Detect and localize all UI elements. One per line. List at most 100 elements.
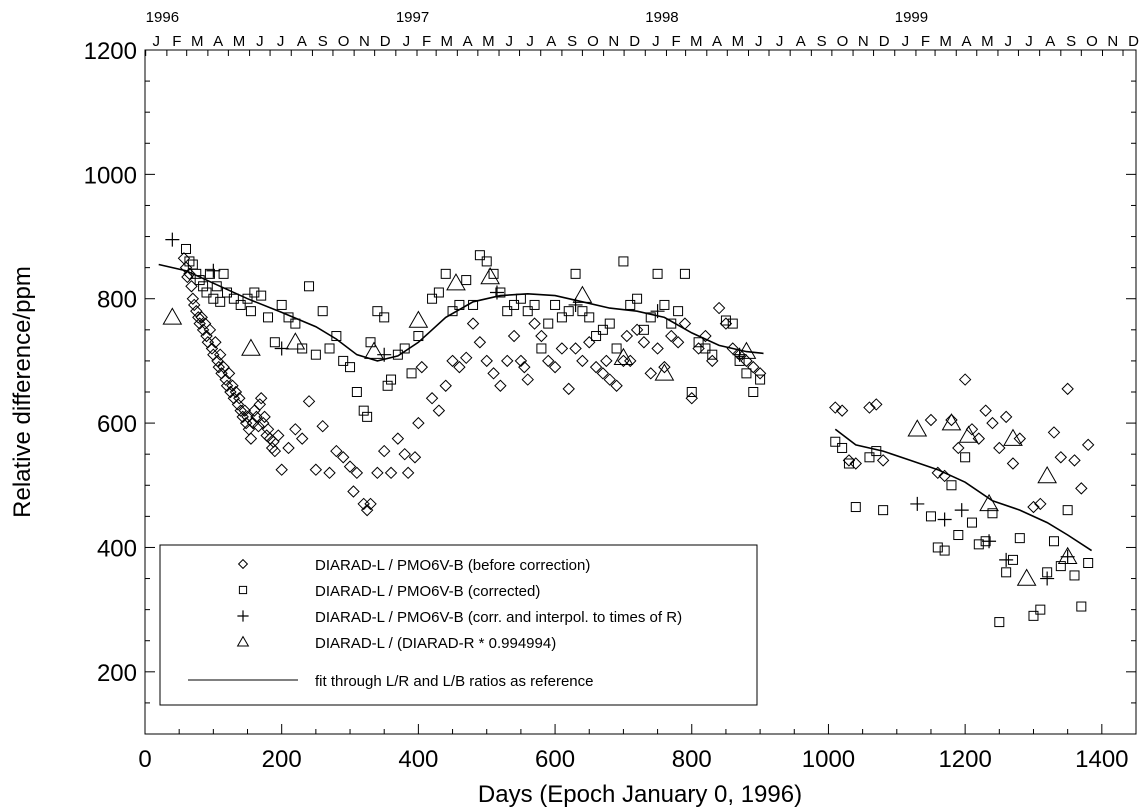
square-marker: [351, 387, 362, 397]
diamond-marker: [268, 444, 282, 458]
legend-label: fit through L/R and L/B ratios as refere…: [315, 673, 594, 690]
diamond-marker: [699, 329, 712, 343]
diamond-marker: [275, 463, 288, 476]
diamond-marker: [555, 342, 569, 355]
square-marker: [235, 299, 246, 310]
diamond-marker: [439, 379, 452, 392]
square-marker: [382, 380, 393, 391]
diamond-marker: [999, 410, 1013, 424]
square-marker: [543, 318, 554, 329]
diamond-marker: [253, 398, 267, 411]
diamond-marker: [979, 404, 992, 417]
top-year-labels: 1996 1997 1998 1999: [146, 9, 928, 26]
diamond-marker: [200, 329, 213, 343]
square-marker: [932, 542, 943, 553]
diamond-marker: [1006, 457, 1020, 470]
square-marker: [276, 299, 287, 310]
top-month-label: D: [879, 33, 890, 50]
diamond-marker: [542, 354, 555, 368]
diamond-marker: [569, 342, 582, 355]
diamond-marker: [576, 354, 589, 368]
diamond-marker: [412, 416, 425, 430]
top-month-label: A: [297, 33, 307, 50]
top-month-label: N: [608, 33, 619, 50]
top-year-label: 1996: [146, 9, 179, 26]
triangle-marker: [572, 285, 593, 303]
top-month-label: A: [213, 33, 223, 50]
square-marker: [399, 343, 410, 354]
square-marker: [850, 502, 861, 513]
diamond-marker: [600, 354, 613, 368]
diamond-marker: [295, 432, 309, 445]
triangle-marker: [654, 363, 675, 381]
square-marker: [249, 287, 260, 298]
diamond-marker: [466, 317, 480, 330]
top-month-label: F: [921, 33, 930, 50]
square-marker: [871, 446, 882, 457]
top-month-label: N: [1107, 33, 1118, 50]
plus-marker: [489, 285, 504, 300]
diamond-marker: [222, 367, 236, 380]
top-month-label: J: [526, 33, 534, 50]
plus-marker: [999, 552, 1014, 567]
diamond-marker: [692, 342, 705, 355]
square-marker: [362, 411, 373, 422]
square-marker: [652, 268, 663, 279]
top-year-label: 1999: [895, 9, 928, 26]
diamond-marker: [671, 336, 685, 349]
triangle-marker: [446, 273, 466, 291]
diamond-marker: [192, 311, 205, 324]
diamond-marker: [753, 367, 767, 380]
diamond-marker: [233, 392, 246, 405]
top-month-label: J: [153, 33, 161, 50]
diamond-marker: [849, 457, 862, 470]
triangle-marker: [613, 347, 634, 366]
diamond-marker: [323, 466, 336, 480]
diamond-marker: [1061, 382, 1074, 396]
top-month-label: M: [939, 33, 952, 50]
top-month-label: S: [318, 33, 328, 50]
diamond-marker: [1054, 451, 1068, 464]
diamond-marker: [1013, 432, 1027, 445]
axis-ticks: [144, 49, 1137, 735]
square-marker: [392, 349, 403, 360]
square-marker: [659, 299, 670, 310]
square-marker: [331, 331, 342, 342]
top-month-label: O: [1086, 33, 1098, 50]
x-tick-label: 800: [672, 746, 712, 773]
square-marker: [208, 293, 219, 304]
diamond-marker: [360, 503, 374, 517]
square-marker: [666, 318, 677, 329]
diamond-marker: [343, 460, 357, 473]
square-marker: [994, 617, 1005, 628]
square-marker: [1014, 533, 1025, 544]
triangle-marker: [1003, 428, 1023, 446]
square-marker: [1035, 604, 1046, 615]
square-marker: [563, 306, 574, 317]
y-tick-label: 200: [97, 660, 137, 687]
diamond-marker: [415, 360, 429, 374]
diamond-marker: [183, 267, 196, 281]
square-marker: [618, 256, 629, 267]
diamond-marker: [209, 336, 222, 349]
square-marker: [939, 545, 950, 556]
diamond-marker: [1047, 426, 1061, 439]
diamond-marker: [712, 301, 726, 315]
square-marker: [755, 374, 766, 385]
diamond-marker: [931, 466, 945, 480]
legend-box: [159, 544, 758, 706]
diamond-marker: [401, 466, 415, 480]
diamond-marker: [829, 401, 842, 414]
square-marker: [297, 343, 308, 354]
diamond-marker: [514, 354, 528, 368]
square-marker: [843, 458, 854, 469]
legend: DIARAD-L / PMO6V-B (before correction) DI…: [159, 544, 758, 706]
square-marker: [198, 281, 209, 292]
x-tick-label: 1200: [938, 746, 991, 773]
square-marker: [611, 343, 622, 354]
square-marker: [604, 318, 615, 329]
square-marker: [468, 299, 479, 310]
diamond-marker: [562, 382, 575, 396]
diamond-marker: [706, 354, 719, 368]
square-marker: [290, 318, 301, 329]
